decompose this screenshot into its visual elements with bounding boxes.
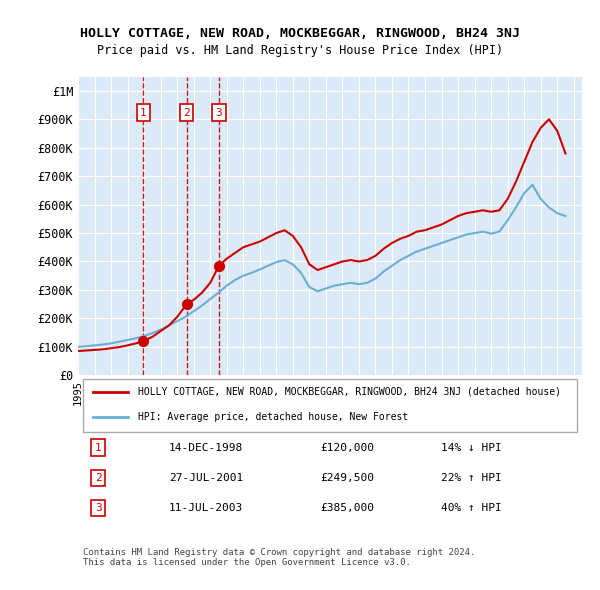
Text: 1: 1	[95, 443, 101, 453]
Text: £120,000: £120,000	[320, 443, 374, 453]
Text: 11-JUL-2003: 11-JUL-2003	[169, 503, 243, 513]
Text: HOLLY COTTAGE, NEW ROAD, MOCKBEGGAR, RINGWOOD, BH24 3NJ (detached house): HOLLY COTTAGE, NEW ROAD, MOCKBEGGAR, RIN…	[139, 387, 562, 397]
Text: 22% ↑ HPI: 22% ↑ HPI	[441, 473, 502, 483]
Text: HPI: Average price, detached house, New Forest: HPI: Average price, detached house, New …	[139, 412, 409, 422]
FancyBboxPatch shape	[83, 379, 577, 432]
Text: 40% ↑ HPI: 40% ↑ HPI	[441, 503, 502, 513]
Text: £249,500: £249,500	[320, 473, 374, 483]
Text: 1: 1	[140, 107, 147, 117]
Text: 3: 3	[215, 107, 223, 117]
Text: 2: 2	[95, 473, 101, 483]
Text: Price paid vs. HM Land Registry's House Price Index (HPI): Price paid vs. HM Land Registry's House …	[97, 44, 503, 57]
Text: Contains HM Land Registry data © Crown copyright and database right 2024.
This d: Contains HM Land Registry data © Crown c…	[83, 548, 475, 567]
Text: 3: 3	[95, 503, 101, 513]
Text: 2: 2	[183, 107, 190, 117]
Text: £385,000: £385,000	[320, 503, 374, 513]
Text: 14% ↓ HPI: 14% ↓ HPI	[441, 443, 502, 453]
Text: 27-JUL-2001: 27-JUL-2001	[169, 473, 243, 483]
Text: 14-DEC-1998: 14-DEC-1998	[169, 443, 243, 453]
Text: HOLLY COTTAGE, NEW ROAD, MOCKBEGGAR, RINGWOOD, BH24 3NJ: HOLLY COTTAGE, NEW ROAD, MOCKBEGGAR, RIN…	[80, 27, 520, 40]
